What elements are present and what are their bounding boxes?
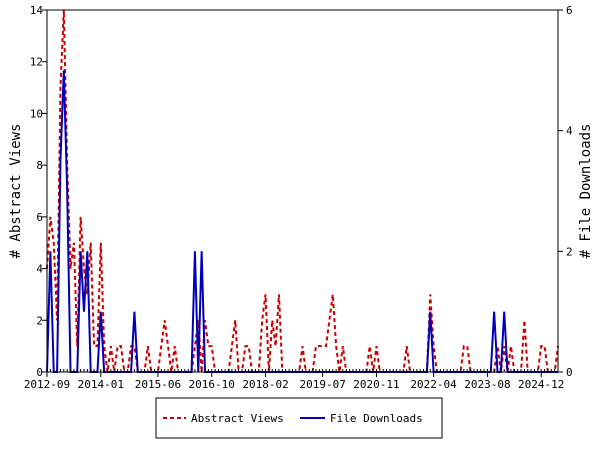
x-tick-label: 2019-07 <box>299 378 345 391</box>
x-tick-label: 2016-10 <box>189 378 235 391</box>
y-axis-title-right: # File Downloads <box>578 124 594 259</box>
y-left-tick-label: 0 <box>36 366 43 379</box>
legend-label-file-downloads: File Downloads <box>330 412 423 425</box>
x-tick-label: 2022-04 <box>410 378 457 391</box>
y-left-tick-label: 8 <box>36 159 43 172</box>
y-right-tick-label: 2 <box>566 245 573 258</box>
plot-frame <box>46 9 559 373</box>
axes-layer: 0 2 4 6 8 10 12 14 0 2 4 6 2012-09 2014-01 2015-06 2016… <box>24 4 573 391</box>
y-left-tick-label: 14 <box>30 4 44 17</box>
x-tick-label: 2018-02 <box>242 378 288 391</box>
y-left-tick-label: 12 <box>30 56 43 69</box>
x-tick-label: 2014-01 <box>78 378 124 391</box>
x-tick-label: 2020-11 <box>353 378 399 391</box>
x-tick-label: 2015-06 <box>135 378 181 391</box>
y-axis-title-left: # Abstract Views <box>8 124 24 259</box>
y-left-tick-label: 2 <box>36 314 43 327</box>
y-left-tick-label: 6 <box>36 211 43 224</box>
y-right-tick-label: 4 <box>566 125 573 138</box>
y-right-tick-label: 6 <box>566 4 573 17</box>
legend-label-abstract-views: Abstract Views <box>191 412 284 425</box>
y-left-tick-label: 4 <box>36 263 43 276</box>
series-line-abstract-views <box>46 9 559 373</box>
series-line-file-downloads <box>46 70 558 373</box>
x-tick-label: 2023-08 <box>464 378 510 391</box>
y-left-tick-label: 10 <box>30 107 43 120</box>
y-right-tick-label: 0 <box>566 366 573 379</box>
x-tick-label: 2024-12 <box>518 378 564 391</box>
legend: Abstract Views File Downloads <box>155 397 443 439</box>
legend-box <box>155 397 443 439</box>
series-layer <box>46 9 559 373</box>
x-tick-label: 2012-09 <box>24 378 70 391</box>
